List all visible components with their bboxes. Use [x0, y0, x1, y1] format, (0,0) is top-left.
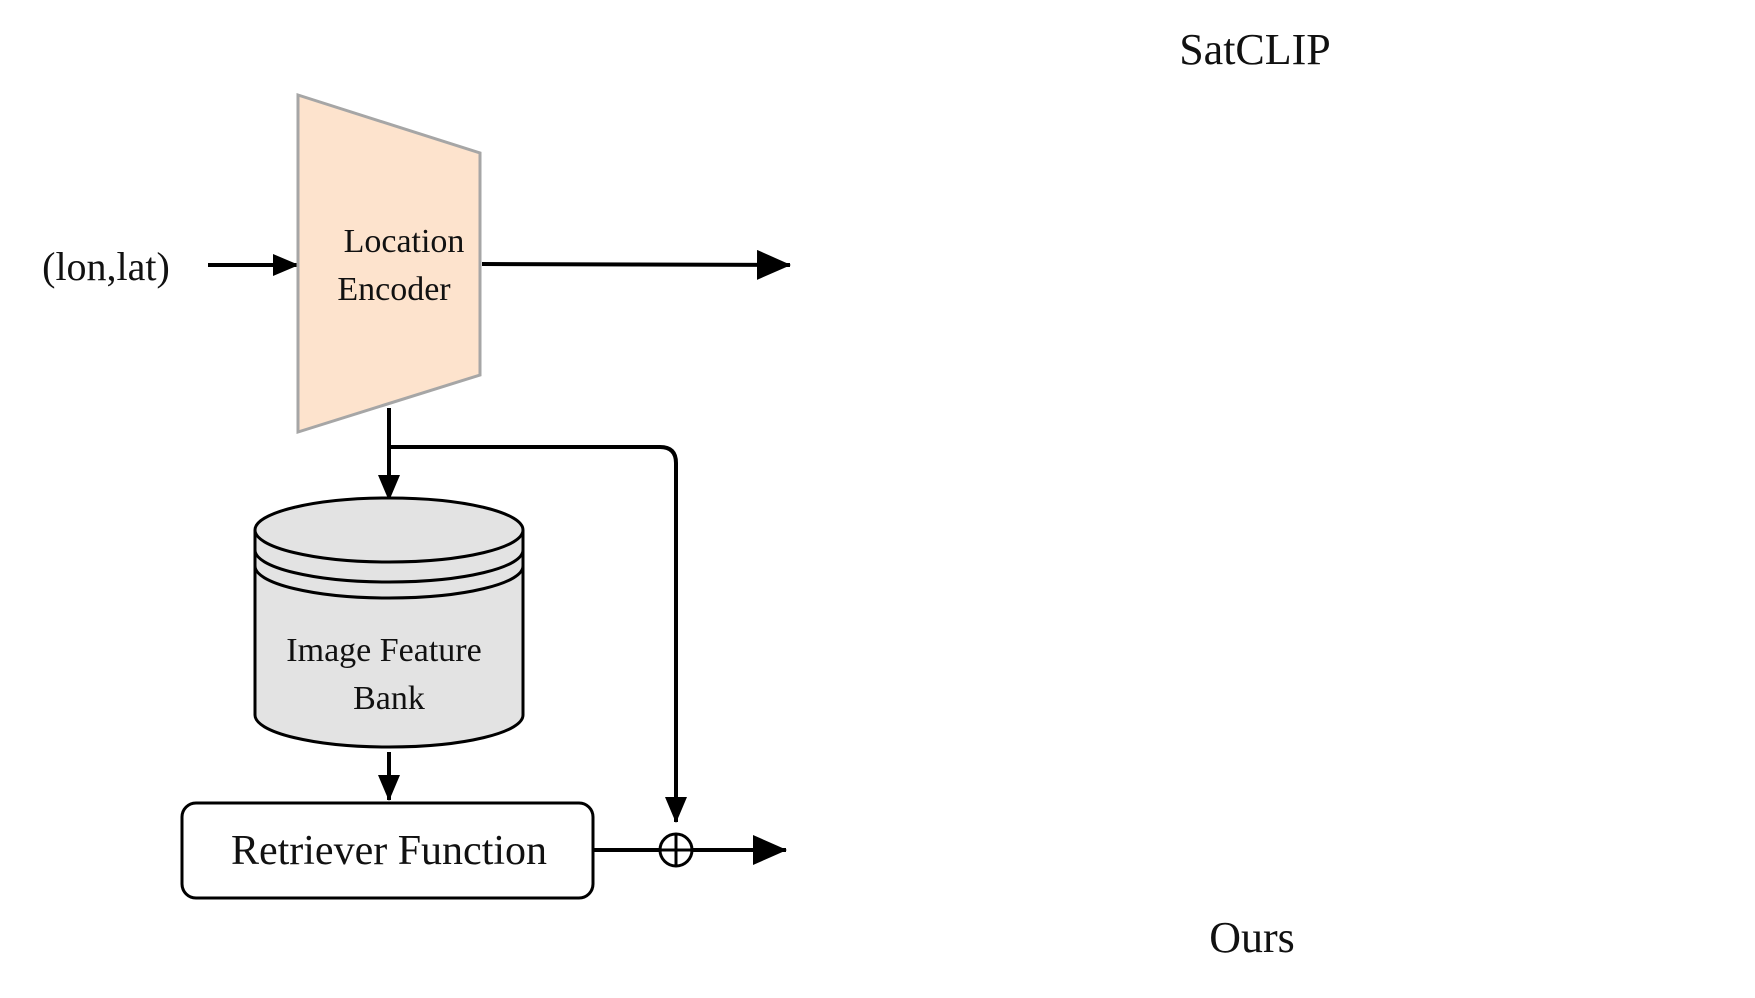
location-encoder-block	[296, 92, 482, 435]
skip-connection-line	[389, 445, 687, 823]
satclip-embedding-map	[780, 80, 1755, 490]
input-coordinates-label: (lon,lat)	[42, 244, 170, 289]
image-feature-bank-cylinder	[253, 496, 525, 749]
location-encoder-label-line2: Encoder	[337, 271, 451, 308]
bottom-map-title: Ours	[1209, 913, 1295, 962]
retriever-function-label: Retriever Function	[231, 828, 547, 874]
arrow-encoder-to-top-map	[481, 249, 791, 280]
ours-embedding-map	[780, 480, 1755, 880]
top-map-title: SatCLIP	[1179, 25, 1331, 74]
sum-node	[658, 832, 694, 868]
image-feature-bank-label-line1: Image Feature	[286, 632, 481, 669]
location-encoder-label-line1: Location	[344, 223, 465, 260]
image-feature-bank-label-line2: Bank	[353, 680, 425, 717]
